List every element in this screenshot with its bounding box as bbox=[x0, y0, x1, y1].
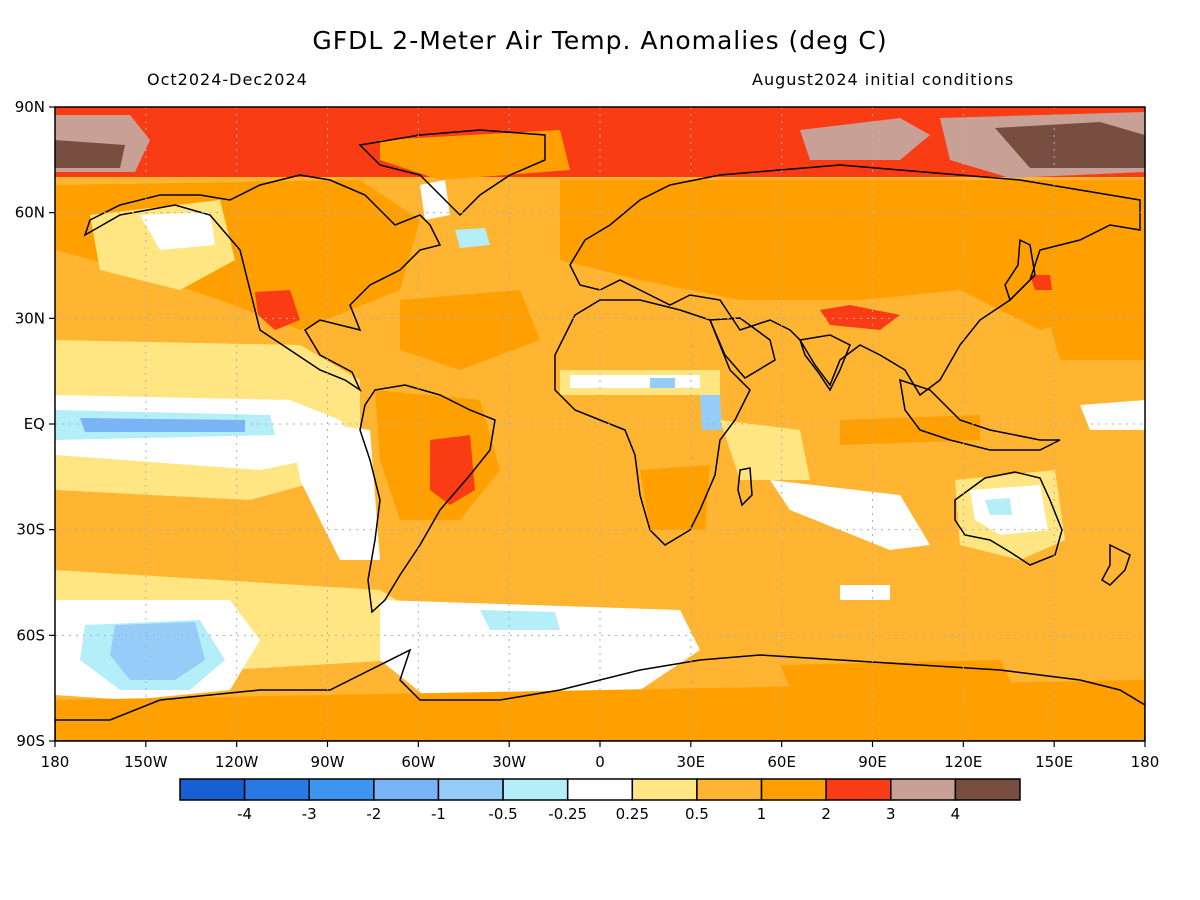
field-peru-white bbox=[290, 420, 380, 560]
coastline-madagascar bbox=[737, 467, 753, 507]
lat-tick-label: 30S bbox=[16, 521, 45, 539]
colorbar-swatch bbox=[566, 778, 634, 801]
field-australia-cyan bbox=[985, 498, 1012, 515]
colorbar-label: -3 bbox=[302, 805, 317, 823]
field-weddell-cyan bbox=[480, 610, 560, 630]
colorbar bbox=[179, 778, 1021, 801]
lon-tick-label: 150E bbox=[1035, 753, 1073, 771]
field-eurasia-high bbox=[560, 180, 1145, 330]
colorbar-label: -0.25 bbox=[548, 805, 587, 823]
longitude-axis: 180 150W 120W 90W 60W 30W 0 30E 60E 90E 120E 150E 18… bbox=[41, 741, 1160, 771]
coastline-north-america bbox=[83, 174, 442, 393]
colorbar-swatch bbox=[243, 778, 310, 801]
field-sahel-blue bbox=[650, 378, 675, 388]
field-atlantic-high bbox=[400, 290, 540, 370]
lat-tick-label: EQ bbox=[24, 415, 45, 433]
lon-tick-label: 30W bbox=[492, 753, 526, 771]
coastlines bbox=[55, 129, 1145, 741]
field-w-indian-yellow bbox=[720, 420, 810, 480]
lon-tick-label: 60E bbox=[767, 753, 796, 771]
map-title: GFDL 2-Meter Air Temp. Anomalies (deg C) bbox=[312, 26, 888, 55]
field-tibet-red bbox=[820, 305, 900, 330]
coastline-india bbox=[799, 334, 851, 392]
colorbar-swatch bbox=[437, 778, 504, 801]
coastline-new-zealand bbox=[1101, 543, 1131, 586]
colorbar-labels: -4 -3 -2 -1 -0.5 -0.25 0.25 0.5 1 2 3 4 bbox=[237, 805, 960, 823]
field-s-pacific-blue bbox=[110, 622, 205, 680]
lon-tick-label: 60W bbox=[401, 753, 435, 771]
colorbar-label: 2 bbox=[821, 805, 831, 823]
field-central-pacific-white bbox=[1080, 400, 1145, 430]
lat-tick-label: 90N bbox=[15, 98, 45, 116]
colorbar-label: -2 bbox=[366, 805, 381, 823]
lon-tick-label: 180 bbox=[1131, 753, 1160, 771]
lon-tick-label: 180 bbox=[41, 753, 70, 771]
colorbar-swatch bbox=[696, 778, 763, 801]
coastline-eurasia bbox=[569, 164, 1141, 397]
field-east-africa-blue bbox=[700, 395, 722, 430]
field-greenland bbox=[380, 130, 570, 180]
coastline-arabia bbox=[708, 317, 776, 379]
colorbar-label: 4 bbox=[951, 805, 961, 823]
colorbar-label: -4 bbox=[237, 805, 252, 823]
colorbar-swatch bbox=[179, 778, 246, 801]
lat-tick-label: 30N bbox=[15, 309, 45, 327]
colorbar-label: 1 bbox=[757, 805, 767, 823]
lon-tick-label: 150W bbox=[124, 753, 168, 771]
field-east-antarctic-high bbox=[780, 660, 1020, 710]
field-labrador-white bbox=[420, 180, 450, 220]
colorbar-label: -0.5 bbox=[488, 805, 517, 823]
lat-tick-label: 60N bbox=[15, 204, 45, 222]
field-arctic-brown-west bbox=[55, 140, 125, 168]
lat-tick-label: 90S bbox=[16, 732, 45, 750]
lon-tick-label: 120W bbox=[215, 753, 259, 771]
field-ne-pacific-white bbox=[140, 212, 215, 250]
lon-tick-label: 90W bbox=[311, 753, 345, 771]
coastline-africa bbox=[554, 299, 751, 546]
colorbar-label: 0.5 bbox=[685, 805, 709, 823]
colorbar-swatch bbox=[308, 778, 375, 801]
field-brazil-red bbox=[430, 435, 475, 505]
field-arctic-brown-east bbox=[995, 122, 1145, 168]
coastline-japan bbox=[1004, 238, 1036, 302]
colorbar-swatch bbox=[760, 778, 827, 801]
colorbar-swatch bbox=[825, 778, 892, 801]
field-southwest-us-red bbox=[255, 290, 300, 330]
colorbar-swatch bbox=[954, 778, 1021, 801]
lat-tick-label: 60S bbox=[16, 626, 45, 644]
field-southern-africa-high bbox=[640, 465, 710, 530]
colorbar-swatch bbox=[373, 778, 440, 801]
forecast-period: Oct2024-Dec2024 bbox=[147, 70, 308, 89]
colorbar-label: -1 bbox=[431, 805, 446, 823]
colorbar-swatch bbox=[890, 778, 957, 801]
graticule bbox=[55, 107, 1145, 741]
lon-tick-label: 90E bbox=[858, 753, 887, 771]
colorbar-swatch bbox=[502, 778, 569, 801]
coastline-south-america bbox=[359, 384, 496, 614]
lon-tick-label: 0 bbox=[595, 753, 605, 771]
field-labrador-cyan bbox=[455, 228, 490, 248]
field-s-indian-white bbox=[770, 480, 930, 550]
lon-tick-label: 120E bbox=[944, 753, 982, 771]
latitude-axis: 90N 60N 30N EQ 30S 60S 90S bbox=[15, 98, 55, 750]
initial-conditions: August2024 initial conditions bbox=[752, 70, 1015, 89]
field-arctic-pink-central bbox=[800, 118, 930, 160]
colorbar-label: 3 bbox=[886, 805, 896, 823]
field-indian-ocean-high bbox=[840, 415, 980, 445]
field-japan-red bbox=[1030, 275, 1052, 290]
colorbar-swatch bbox=[631, 778, 698, 801]
coastline-australia bbox=[954, 471, 1063, 566]
field-pacific-nw-high bbox=[1040, 280, 1145, 360]
field-s-ocean-white bbox=[840, 585, 890, 600]
field-sahel-white bbox=[570, 375, 700, 388]
coastline-greenland bbox=[358, 129, 546, 217]
colorbar-label: 0.25 bbox=[616, 805, 649, 823]
coastline-southeast-asia bbox=[899, 378, 1061, 451]
field-tropical-pacific-blue bbox=[80, 418, 245, 432]
coastline-antarctica bbox=[55, 648, 1145, 741]
lon-tick-label: 30E bbox=[677, 753, 706, 771]
